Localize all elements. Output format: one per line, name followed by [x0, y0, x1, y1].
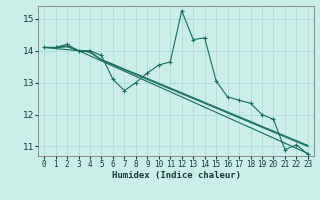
X-axis label: Humidex (Indice chaleur): Humidex (Indice chaleur) [111, 171, 241, 180]
